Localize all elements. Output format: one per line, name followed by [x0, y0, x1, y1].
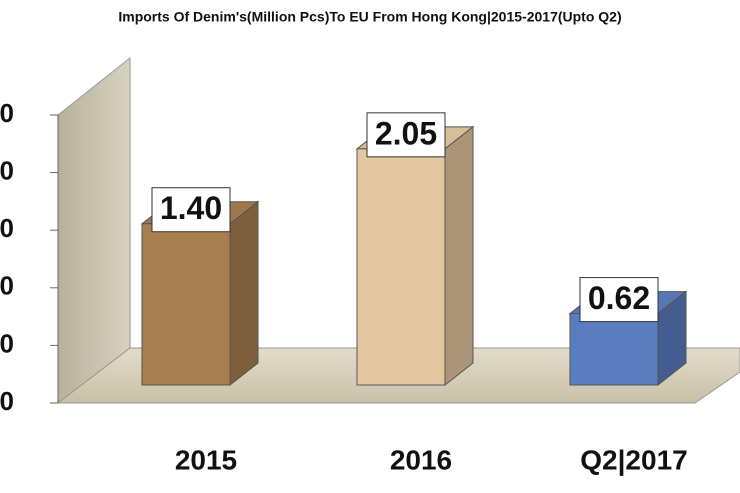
x-tick-label: Q2|2017	[580, 444, 687, 475]
x-tick-label: 2015	[175, 444, 237, 475]
y-tick-label: 2.00	[0, 155, 14, 185]
bar	[141, 223, 231, 386]
x-tick-label: 2016	[390, 444, 452, 475]
bar-side	[229, 200, 259, 387]
value-label: 1.40	[160, 190, 222, 226]
chart-title: Imports Of Denim's(Million Pcs)To EU Fro…	[118, 9, 621, 25]
bar	[356, 148, 446, 386]
y-tick-label: 1.00	[0, 271, 14, 301]
value-label-box	[151, 187, 231, 233]
y-tick-label: 2.50	[0, 98, 14, 128]
value-label: 2.05	[375, 115, 437, 151]
y-tick-label: 1.50	[0, 213, 14, 243]
bar	[569, 313, 659, 386]
value-label-box	[366, 112, 446, 158]
y-tick-label: 0.50	[0, 328, 14, 358]
back-wall	[57, 56, 131, 405]
value-label: 0.62	[588, 280, 650, 316]
value-label-box	[579, 277, 659, 323]
bar-side	[444, 125, 474, 387]
y-tick-label: 0.00	[0, 386, 14, 416]
